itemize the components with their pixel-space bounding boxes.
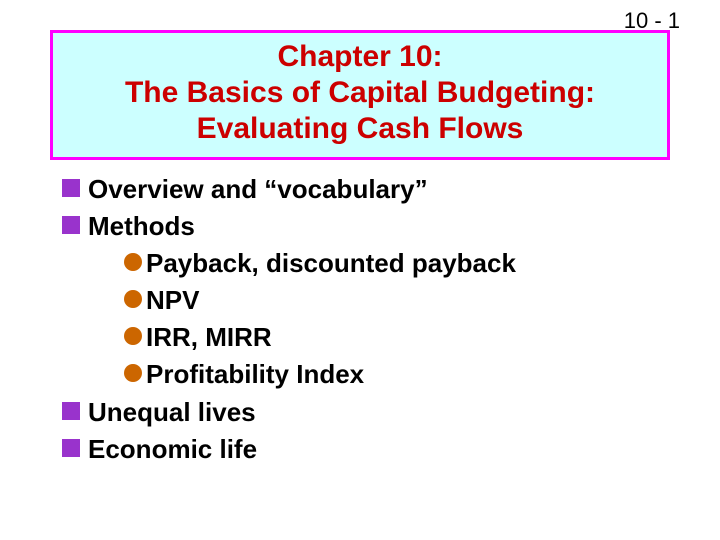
list-item: Methods [62, 209, 516, 244]
title-box: Chapter 10: The Basics of Capital Budget… [50, 30, 670, 160]
bullet-text: IRR, MIRR [146, 320, 272, 355]
circle-bullet-icon [124, 290, 142, 308]
title-line-1: Chapter 10: [61, 39, 659, 75]
bullet-text: Overview and “vocabulary” [88, 172, 428, 207]
list-item: Unequal lives [62, 395, 516, 430]
content-list: Overview and “vocabulary” Methods Paybac… [62, 172, 516, 469]
square-bullet-icon [62, 216, 80, 234]
circle-bullet-icon [124, 364, 142, 382]
title-line-3: Evaluating Cash Flows [61, 111, 659, 147]
bullet-text: Economic life [88, 432, 257, 467]
bullet-text: Profitability Index [146, 357, 364, 392]
list-item-sub: Payback, discounted payback [124, 246, 516, 281]
list-item-sub: IRR, MIRR [124, 320, 516, 355]
square-bullet-icon [62, 439, 80, 457]
square-bullet-icon [62, 179, 80, 197]
list-item: Overview and “vocabulary” [62, 172, 516, 207]
bullet-text: Payback, discounted payback [146, 246, 516, 281]
bullet-text: NPV [146, 283, 199, 318]
circle-bullet-icon [124, 253, 142, 271]
list-item-sub: Profitability Index [124, 357, 516, 392]
square-bullet-icon [62, 402, 80, 420]
title-line-2: The Basics of Capital Budgeting: [61, 75, 659, 111]
circle-bullet-icon [124, 327, 142, 345]
list-item-sub: NPV [124, 283, 516, 318]
bullet-text: Methods [88, 209, 195, 244]
bullet-text: Unequal lives [88, 395, 256, 430]
list-item: Economic life [62, 432, 516, 467]
